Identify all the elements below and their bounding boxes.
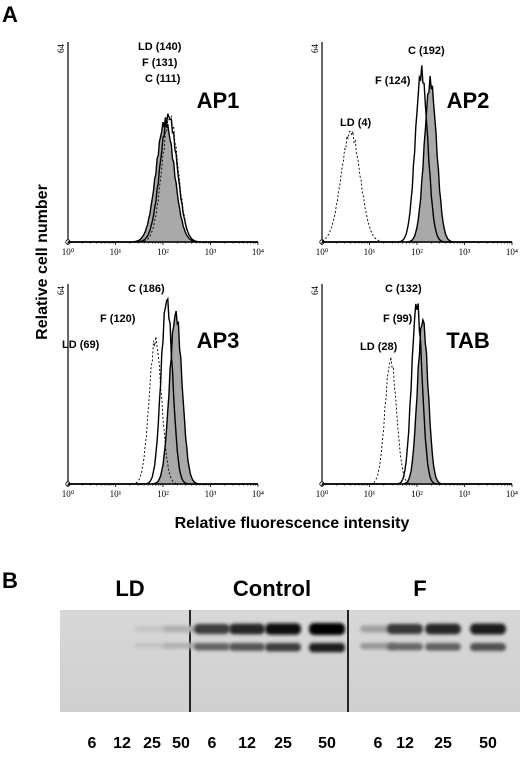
x-tick-label: 10⁰: [62, 489, 75, 499]
panel-title: TAB: [446, 328, 490, 353]
band-lower: [229, 643, 265, 651]
mean-fluorescence-label: LD (28): [360, 341, 398, 353]
lane-label: 50: [479, 735, 497, 752]
histogram-ap3: 64 10⁰ 10¹ 10² 10³ 10⁴ AP3 C (186) F (120) LD (69…: [56, 283, 264, 499]
series-ld-curve: [68, 114, 258, 243]
histogram-ap2: 64 10⁰ 10¹ 10² 10³ 10⁴ AP2 C (192) F (124) LD (4): [310, 42, 518, 257]
gel-group-title: LD: [115, 576, 144, 601]
series-f-curve: [322, 65, 512, 243]
x-tick-label: 10²: [157, 489, 169, 499]
y-max-label: 64: [310, 286, 320, 296]
mean-fluorescence-label: F (99): [383, 313, 413, 325]
x-tick-label: 10¹: [364, 489, 376, 499]
x-tick-label: 10¹: [110, 489, 122, 499]
mean-fluorescence-label: C (186): [128, 283, 165, 295]
band-upper: [309, 623, 345, 635]
band-upper: [470, 623, 506, 635]
band-upper: [387, 623, 423, 635]
y-max-label: 64: [310, 44, 320, 54]
western-blot: LD 6 12 25 50 Control 6 12 25 50 F 6 12 25 50: [60, 576, 520, 752]
lane-label: 25: [274, 735, 292, 752]
x-tick-label: 10³: [459, 489, 471, 499]
x-tick-label: 10⁴: [506, 247, 518, 257]
band-lower: [425, 643, 461, 651]
panel-title: AP1: [197, 88, 240, 113]
x-tick-label: 10³: [205, 247, 217, 257]
band-lower: [265, 643, 301, 652]
lane-label: 6: [208, 735, 217, 752]
x-tick-label: 10³: [205, 489, 217, 499]
x-tick-label: 10⁴: [252, 247, 264, 257]
lane-label: 25: [434, 735, 452, 752]
mean-fluorescence-label: F (124): [375, 75, 411, 87]
x-tick-label: 10¹: [364, 247, 376, 257]
lane-label: 12: [396, 735, 414, 752]
band-upper: [425, 623, 461, 635]
panel-b-letter: B: [2, 568, 18, 593]
band-upper: [163, 625, 199, 633]
mean-fluorescence-label: LD (140): [138, 41, 182, 53]
panel-a-letter: A: [2, 2, 18, 27]
mean-fluorescence-label: C (111): [145, 73, 181, 85]
mean-fluorescence-label: F (131): [142, 57, 178, 69]
band-lower: [194, 643, 230, 651]
band-upper: [194, 623, 230, 635]
gel-group-title: Control: [233, 576, 311, 601]
mean-fluorescence-label: F (120): [100, 313, 136, 325]
x-tick-label: 10⁴: [252, 489, 264, 499]
x-tick-label: 10⁰: [316, 247, 329, 257]
histogram-ap1: 64 10⁰ 10¹ 10² 10³ 10⁴ AP1 LD (140) F (131) C (11…: [56, 41, 264, 257]
x-tick-label: 10²: [157, 247, 169, 257]
histogram-tab: 64 10⁰ 10¹ 10² 10³ 10⁴ TAB C (132) F (99) LD (28): [310, 283, 518, 499]
x-tick-label: 10³: [459, 247, 471, 257]
band-lower: [309, 643, 345, 653]
y-max-label: 64: [56, 44, 66, 54]
lane-label: 6: [374, 735, 383, 752]
lane-label: 50: [172, 735, 190, 752]
band-lower: [360, 643, 396, 650]
x-tick-label: 10⁰: [62, 247, 75, 257]
mean-fluorescence-label: C (132): [385, 283, 422, 295]
y-max-label: 64: [56, 286, 66, 296]
lane-label: 25: [143, 735, 161, 752]
mean-fluorescence-label: LD (4): [340, 117, 372, 129]
band-lower: [163, 643, 199, 649]
x-tick-label: 10²: [411, 489, 423, 499]
mean-fluorescence-label: LD (69): [62, 339, 100, 351]
lane-label: 6: [88, 735, 97, 752]
x-tick-label: 10⁰: [316, 489, 329, 499]
x-tick-label: 10²: [411, 247, 423, 257]
band-upper: [229, 623, 265, 635]
panel-title: AP3: [197, 328, 240, 353]
band-upper: [134, 625, 170, 633]
series-c-curve: [68, 117, 258, 243]
band-lower: [134, 643, 170, 649]
lane-label: 50: [318, 735, 336, 752]
band-lower: [387, 643, 423, 651]
series-f-curve: [68, 296, 258, 485]
lane-label: 12: [238, 735, 256, 752]
series-ld-curve: [322, 357, 512, 485]
mean-fluorescence-label: C (192): [408, 45, 445, 57]
lane-label: 12: [113, 735, 131, 752]
x-axis-title: Relative fluorescence intensity: [175, 515, 410, 532]
band-upper: [265, 623, 301, 635]
band-upper: [360, 625, 396, 633]
gel-group-title: F: [413, 576, 426, 601]
band-lower: [470, 643, 506, 651]
x-tick-label: 10⁴: [506, 489, 518, 499]
y-axis-title: Relative cell number: [34, 184, 51, 340]
panel-title: AP2: [447, 88, 490, 113]
x-tick-label: 10¹: [110, 247, 122, 257]
